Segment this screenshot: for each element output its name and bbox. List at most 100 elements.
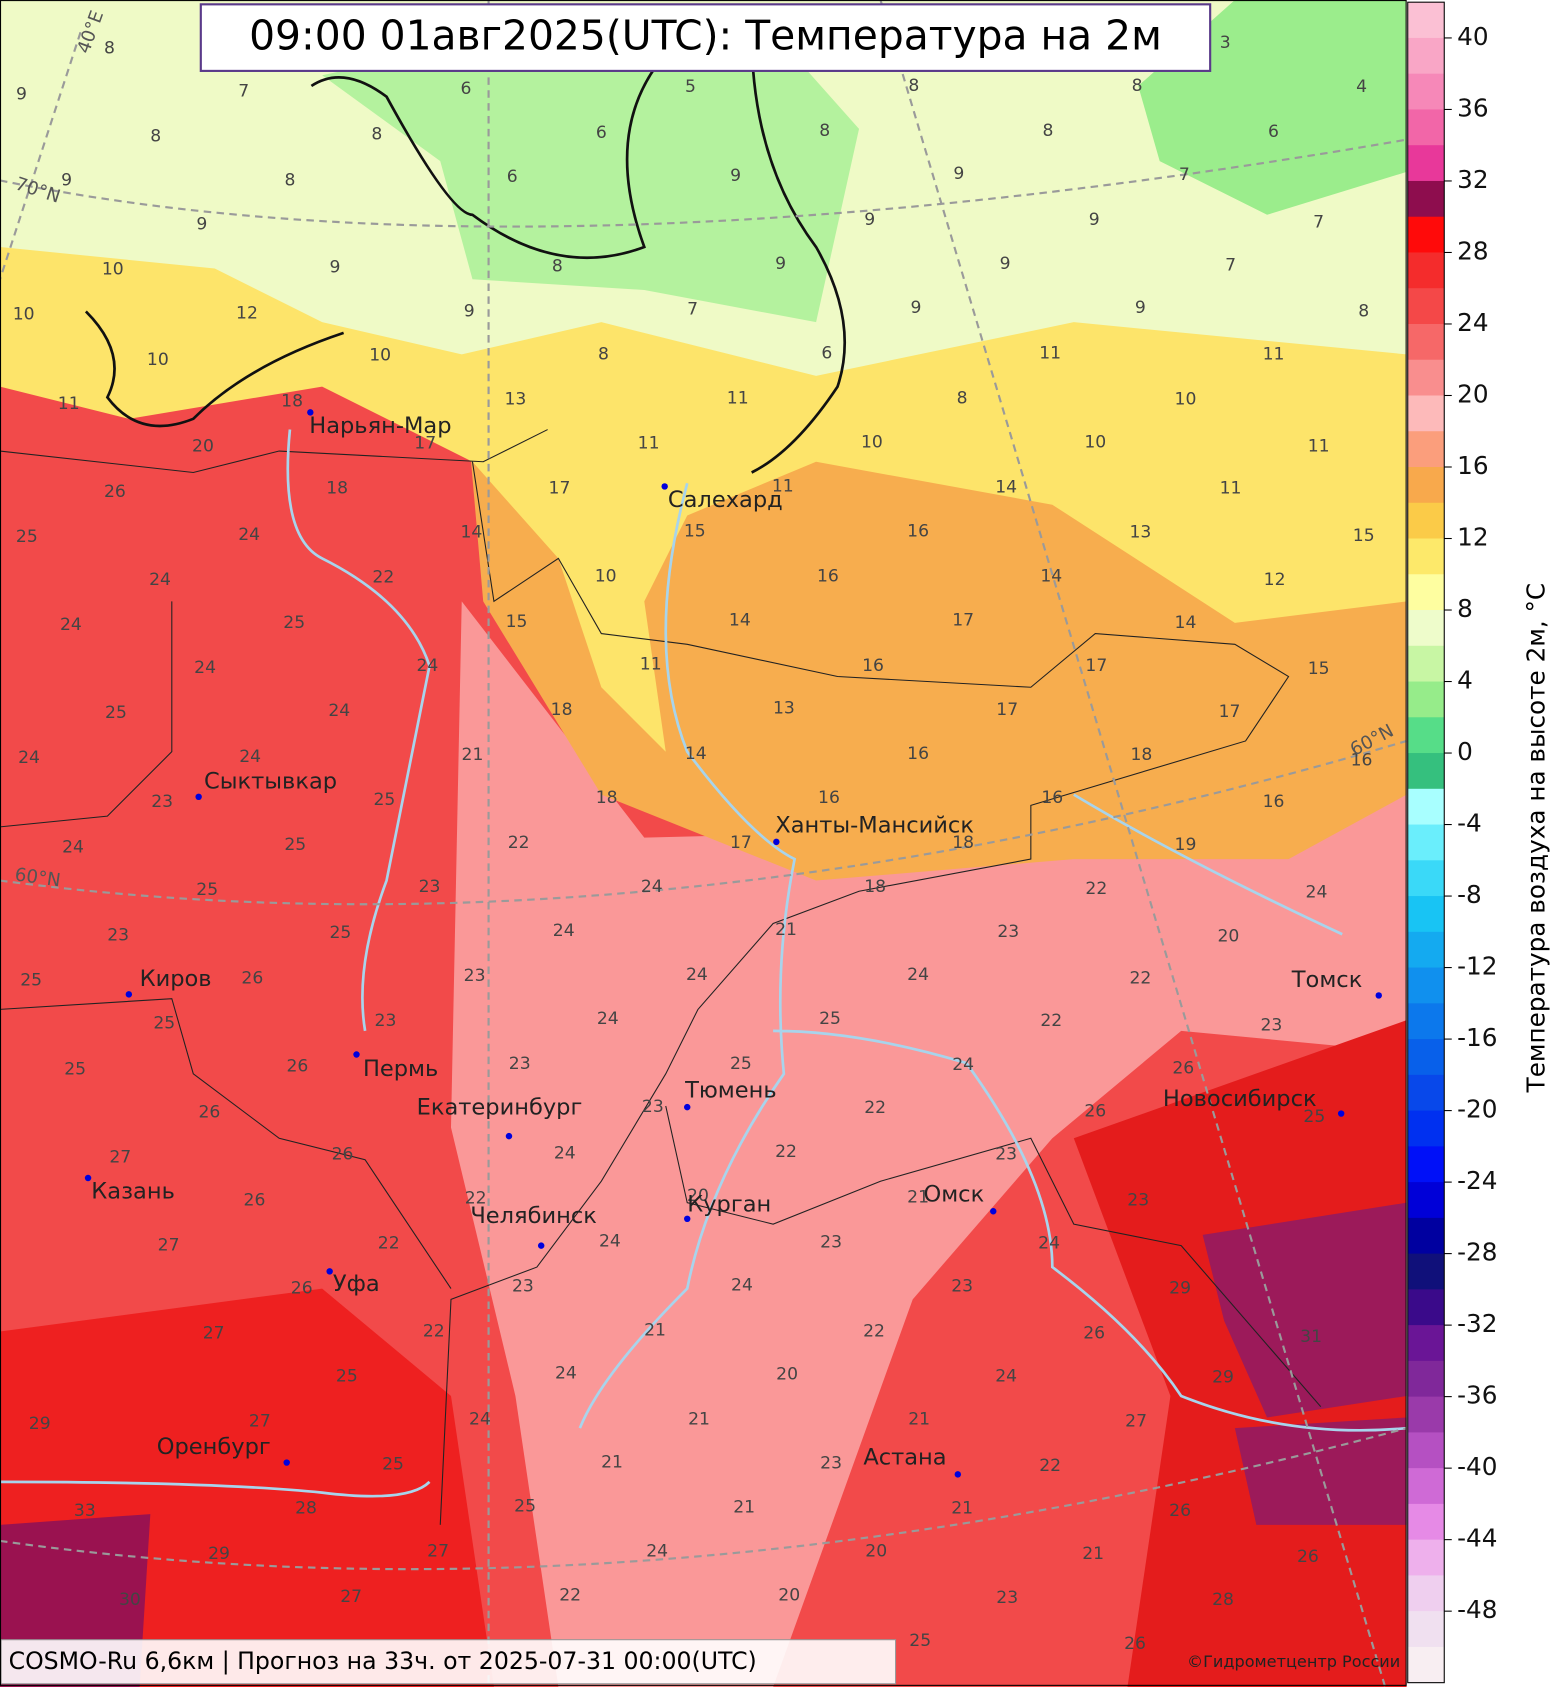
temperature-label: 14	[1175, 613, 1197, 633]
footer: COSMO-Ru 6,6км | Прогноз на 33ч. от 2025…	[9, 1647, 757, 1675]
temperature-label: 23	[512, 1276, 534, 1296]
temperature-label: 17	[549, 479, 571, 499]
temperature-label: 33	[74, 1501, 96, 1521]
field-moderate	[0, 193, 1407, 752]
temperature-label: 27	[249, 1412, 271, 1432]
colorbar-band	[1407, 73, 1445, 110]
colorbar-tick-label: 12	[1457, 523, 1488, 552]
temperature-label: 9	[196, 214, 207, 234]
colorbar-band	[1407, 1503, 1445, 1541]
temperature-label: 27	[1125, 1412, 1147, 1432]
temperature-label: 21	[907, 1187, 929, 1207]
temperature-label: 22	[378, 1233, 400, 1253]
temperature-label: 25	[909, 1631, 931, 1651]
colorbar-tick-label: 16	[1457, 451, 1488, 480]
colorbar-band	[1407, 180, 1445, 218]
temperature-label: 22	[1085, 879, 1107, 899]
temperature-label: 25	[382, 1455, 404, 1475]
colorbar-tick-label: -40	[1457, 1452, 1497, 1481]
colorbar-band	[1407, 645, 1445, 683]
temperature-label: 17	[1085, 656, 1107, 676]
colorbar-band	[1407, 1110, 1445, 1147]
temperature-label: 16	[1263, 792, 1285, 812]
temperature-label: 30	[119, 1590, 141, 1610]
temperature-label: 24	[599, 1231, 621, 1251]
colorbar-band	[1407, 1575, 1445, 1612]
field-mild	[450, 601, 1407, 1687]
temperature-label: 24	[60, 615, 82, 635]
temperature-label: 22	[775, 1142, 797, 1162]
temperature-label: 26	[241, 968, 263, 988]
temperature-label: 8	[150, 126, 161, 146]
temperature-label: 24	[731, 1275, 753, 1295]
temperature-label: 23	[995, 1144, 1017, 1164]
temperature-label: 28	[1212, 1590, 1234, 1610]
temperature-label: 22	[465, 1188, 487, 1208]
temperature-label: 25	[819, 1009, 841, 1029]
temperature-label: 29	[29, 1414, 51, 1434]
colorbar-band	[1407, 2, 1445, 39]
temperature-label: 29	[208, 1544, 230, 1564]
temperature-label: 6	[596, 123, 607, 143]
colorbar-band	[1407, 37, 1445, 75]
colorbar-band	[1407, 1074, 1445, 1112]
colorbar-band	[1407, 717, 1445, 754]
temperature-label: 26	[1172, 1058, 1194, 1078]
map-frame	[0, 0, 1407, 1686]
colorbar-band	[1407, 1646, 1445, 1684]
colorbar-tick-label: -44	[1457, 1524, 1497, 1553]
temperature-label: 10	[861, 432, 883, 452]
temperature-label: 10	[369, 345, 391, 365]
city-dot	[684, 1215, 691, 1223]
temperature-label: 22	[508, 833, 530, 853]
temperature-label: 24	[555, 1363, 577, 1383]
colorbar-tick-label: -8	[1457, 880, 1482, 909]
temperature-label: 26	[244, 1191, 266, 1211]
temperature-label: 9	[1135, 298, 1146, 318]
temperature-label: 24	[646, 1542, 668, 1562]
temperature-label: 14	[460, 523, 482, 543]
temperature-label: 23	[997, 922, 1019, 942]
temperature-label: 16	[907, 744, 929, 764]
colorbar-band	[1407, 931, 1445, 969]
colorbar-tick-label: 40	[1457, 22, 1488, 51]
colorbar-band	[1407, 967, 1445, 1004]
temperature-label: 18	[596, 788, 618, 808]
temperature-label: 25	[64, 1060, 86, 1080]
temperature-label: 7	[687, 299, 698, 319]
city-dot	[84, 1174, 92, 1182]
temperature-label: 26	[1124, 1634, 1146, 1654]
temperature-label: 18	[1131, 745, 1153, 765]
temperature-label: 22	[864, 1098, 886, 1118]
city-dot	[307, 409, 314, 416]
field-very-hot	[1202, 1202, 1407, 1418]
temperature-label: 25	[20, 970, 42, 990]
temperature-label: 11	[638, 434, 660, 454]
temperature-label: 17	[996, 700, 1018, 720]
temperature-label: 9	[330, 257, 341, 277]
temperature-label: 8	[957, 388, 968, 408]
temperature-label: 25	[336, 1367, 358, 1387]
city-dot	[1337, 1110, 1345, 1117]
temperature-label: 15	[684, 522, 706, 542]
temperature-label: 18	[952, 833, 974, 853]
temperature-label: 15	[506, 612, 528, 632]
temperature-label: 11	[1039, 343, 1061, 363]
temperature-label: 24	[1038, 1233, 1060, 1253]
temperature-label: 23	[107, 925, 129, 945]
colorbar-label: Температура воздуха на высоте 2м, °С	[1522, 583, 1551, 1094]
city-dot	[773, 838, 780, 846]
colorbar-band	[1407, 1325, 1445, 1362]
temperature-label: 22	[863, 1322, 885, 1342]
temperature-labels: 8 9 7 6 5 8 8 4 3 8 8 6 8 8 6 9 8 6 9 9 7 9 9 9 7 10 9 8 9 9 7 10 12 9 7 9 9…	[13, 33, 1375, 1654]
river	[0, 429, 1407, 1498]
city-name: Омск	[923, 1182, 984, 1208]
temperature-label: 22	[1129, 968, 1151, 988]
colorbar-tick-label: -16	[1457, 1023, 1497, 1052]
colorbar-band	[1407, 896, 1445, 933]
colorbar-tick-label: -24	[1457, 1166, 1497, 1195]
temperature-label: 11	[640, 655, 662, 675]
temperature-label: 5	[685, 77, 696, 97]
temperature-label: 21	[462, 745, 484, 765]
temperature-label: 7	[1225, 255, 1236, 275]
